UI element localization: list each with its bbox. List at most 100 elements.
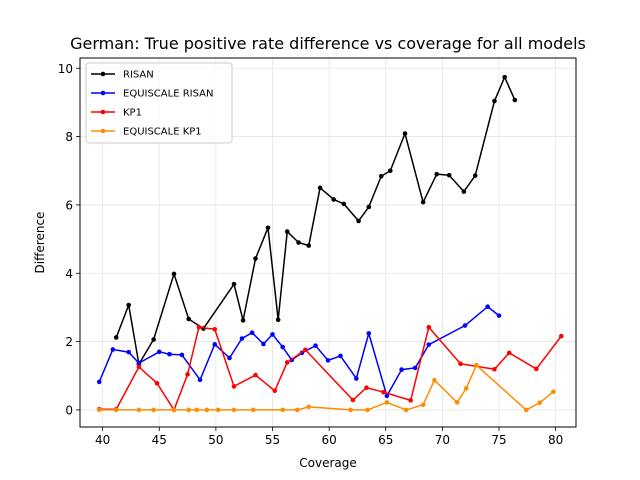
data-point: [408, 398, 413, 403]
series-equiscale-risan: [96, 304, 502, 399]
data-point: [110, 347, 116, 352]
data-point: [253, 256, 258, 261]
data-point: [366, 204, 372, 210]
data-point: [366, 331, 372, 336]
legend-entry: EQUISCALE KP1: [91, 127, 202, 138]
data-point: [261, 341, 266, 347]
data-point: [364, 385, 369, 391]
data-point: [126, 349, 131, 355]
legend-label: KP1: [123, 108, 142, 119]
data-point: [502, 74, 507, 80]
x-tick-label: 55: [265, 433, 280, 447]
x-tick-label: 70: [435, 433, 450, 447]
chart-title: German: True positive rate difference vs…: [70, 34, 586, 53]
data-point: [378, 173, 384, 179]
y-tick-label: 8: [65, 130, 73, 144]
data-point: [196, 324, 202, 330]
x-axis-label: Coverage: [299, 456, 357, 470]
data-point: [280, 344, 286, 350]
data-point: [384, 400, 390, 405]
data-point: [272, 388, 278, 394]
legend-entry: RISAN: [91, 70, 154, 81]
data-point: [387, 168, 393, 174]
data-point: [231, 407, 237, 413]
data-point: [296, 240, 301, 245]
y-axis-label: Difference: [33, 212, 47, 274]
data-point: [186, 316, 192, 322]
series-equiscale-kp1: [96, 362, 556, 413]
data-point: [537, 400, 543, 406]
data-point: [171, 407, 177, 413]
x-tick-label: 75: [491, 433, 506, 447]
x-tick-label: 50: [208, 433, 223, 447]
data-point: [275, 317, 281, 323]
legend-swatch-marker: [100, 109, 106, 115]
data-point: [461, 189, 467, 194]
data-point: [338, 353, 343, 359]
data-point: [136, 364, 142, 370]
data-point: [136, 360, 142, 366]
data-point: [485, 304, 490, 310]
y-tick-label: 2: [65, 335, 73, 349]
data-point: [204, 407, 210, 413]
data-point: [167, 351, 172, 357]
data-point: [270, 332, 275, 337]
data-point: [341, 201, 347, 207]
data-point: [381, 389, 386, 395]
data-point: [454, 400, 460, 405]
x-tick-label: 65: [378, 433, 393, 447]
data-point: [426, 342, 432, 347]
data-point: [151, 337, 156, 342]
x-tick-label: 40: [95, 433, 110, 447]
data-point: [113, 407, 119, 413]
data-point: [463, 386, 469, 391]
data-point: [249, 330, 255, 336]
data-point: [250, 407, 256, 413]
data-point: [303, 347, 308, 353]
data-point: [197, 377, 203, 383]
data-point: [403, 407, 409, 413]
y-tick-label: 10: [58, 62, 73, 76]
data-point: [284, 229, 290, 234]
data-point: [325, 358, 331, 363]
y-tick-label: 6: [65, 198, 73, 212]
axis-ticks: 40 45 50 55 60 65 70 75 80 0 2 4 6 8 10: [58, 62, 564, 447]
legend-swatch-marker: [100, 90, 106, 96]
data-point: [126, 302, 131, 308]
data-point: [113, 335, 119, 340]
data-point: [399, 367, 404, 372]
data-point: [474, 362, 479, 368]
data-point: [317, 185, 323, 191]
data-point: [426, 324, 432, 330]
data-point: [506, 350, 512, 356]
data-point: [179, 352, 185, 358]
legend-label: EQUISCALE KP1: [123, 127, 202, 138]
data-point: [331, 197, 336, 202]
series-group: [96, 74, 564, 413]
legend-entry: EQUISCALE RISAN: [91, 89, 213, 100]
data-point: [156, 349, 162, 355]
data-point: [492, 366, 497, 372]
data-point: [356, 218, 361, 224]
data-point: [185, 372, 190, 377]
data-point: [96, 407, 102, 413]
data-point: [551, 389, 556, 395]
legend-label: EQUISCALE RISAN: [123, 89, 213, 100]
data-point: [239, 336, 245, 341]
data-point: [458, 361, 463, 367]
data-point: [420, 199, 426, 205]
data-point: [472, 173, 478, 178]
data-point: [534, 366, 539, 372]
y-tick-label: 0: [65, 403, 73, 417]
data-point: [412, 365, 418, 371]
data-point: [446, 172, 452, 178]
data-point: [496, 313, 502, 318]
data-point: [365, 407, 370, 413]
legend-entry: KP1: [91, 108, 142, 119]
legend-swatch-marker: [100, 71, 106, 77]
data-point: [231, 281, 237, 287]
data-point: [492, 98, 497, 104]
data-point: [434, 171, 440, 177]
data-point: [306, 243, 312, 248]
